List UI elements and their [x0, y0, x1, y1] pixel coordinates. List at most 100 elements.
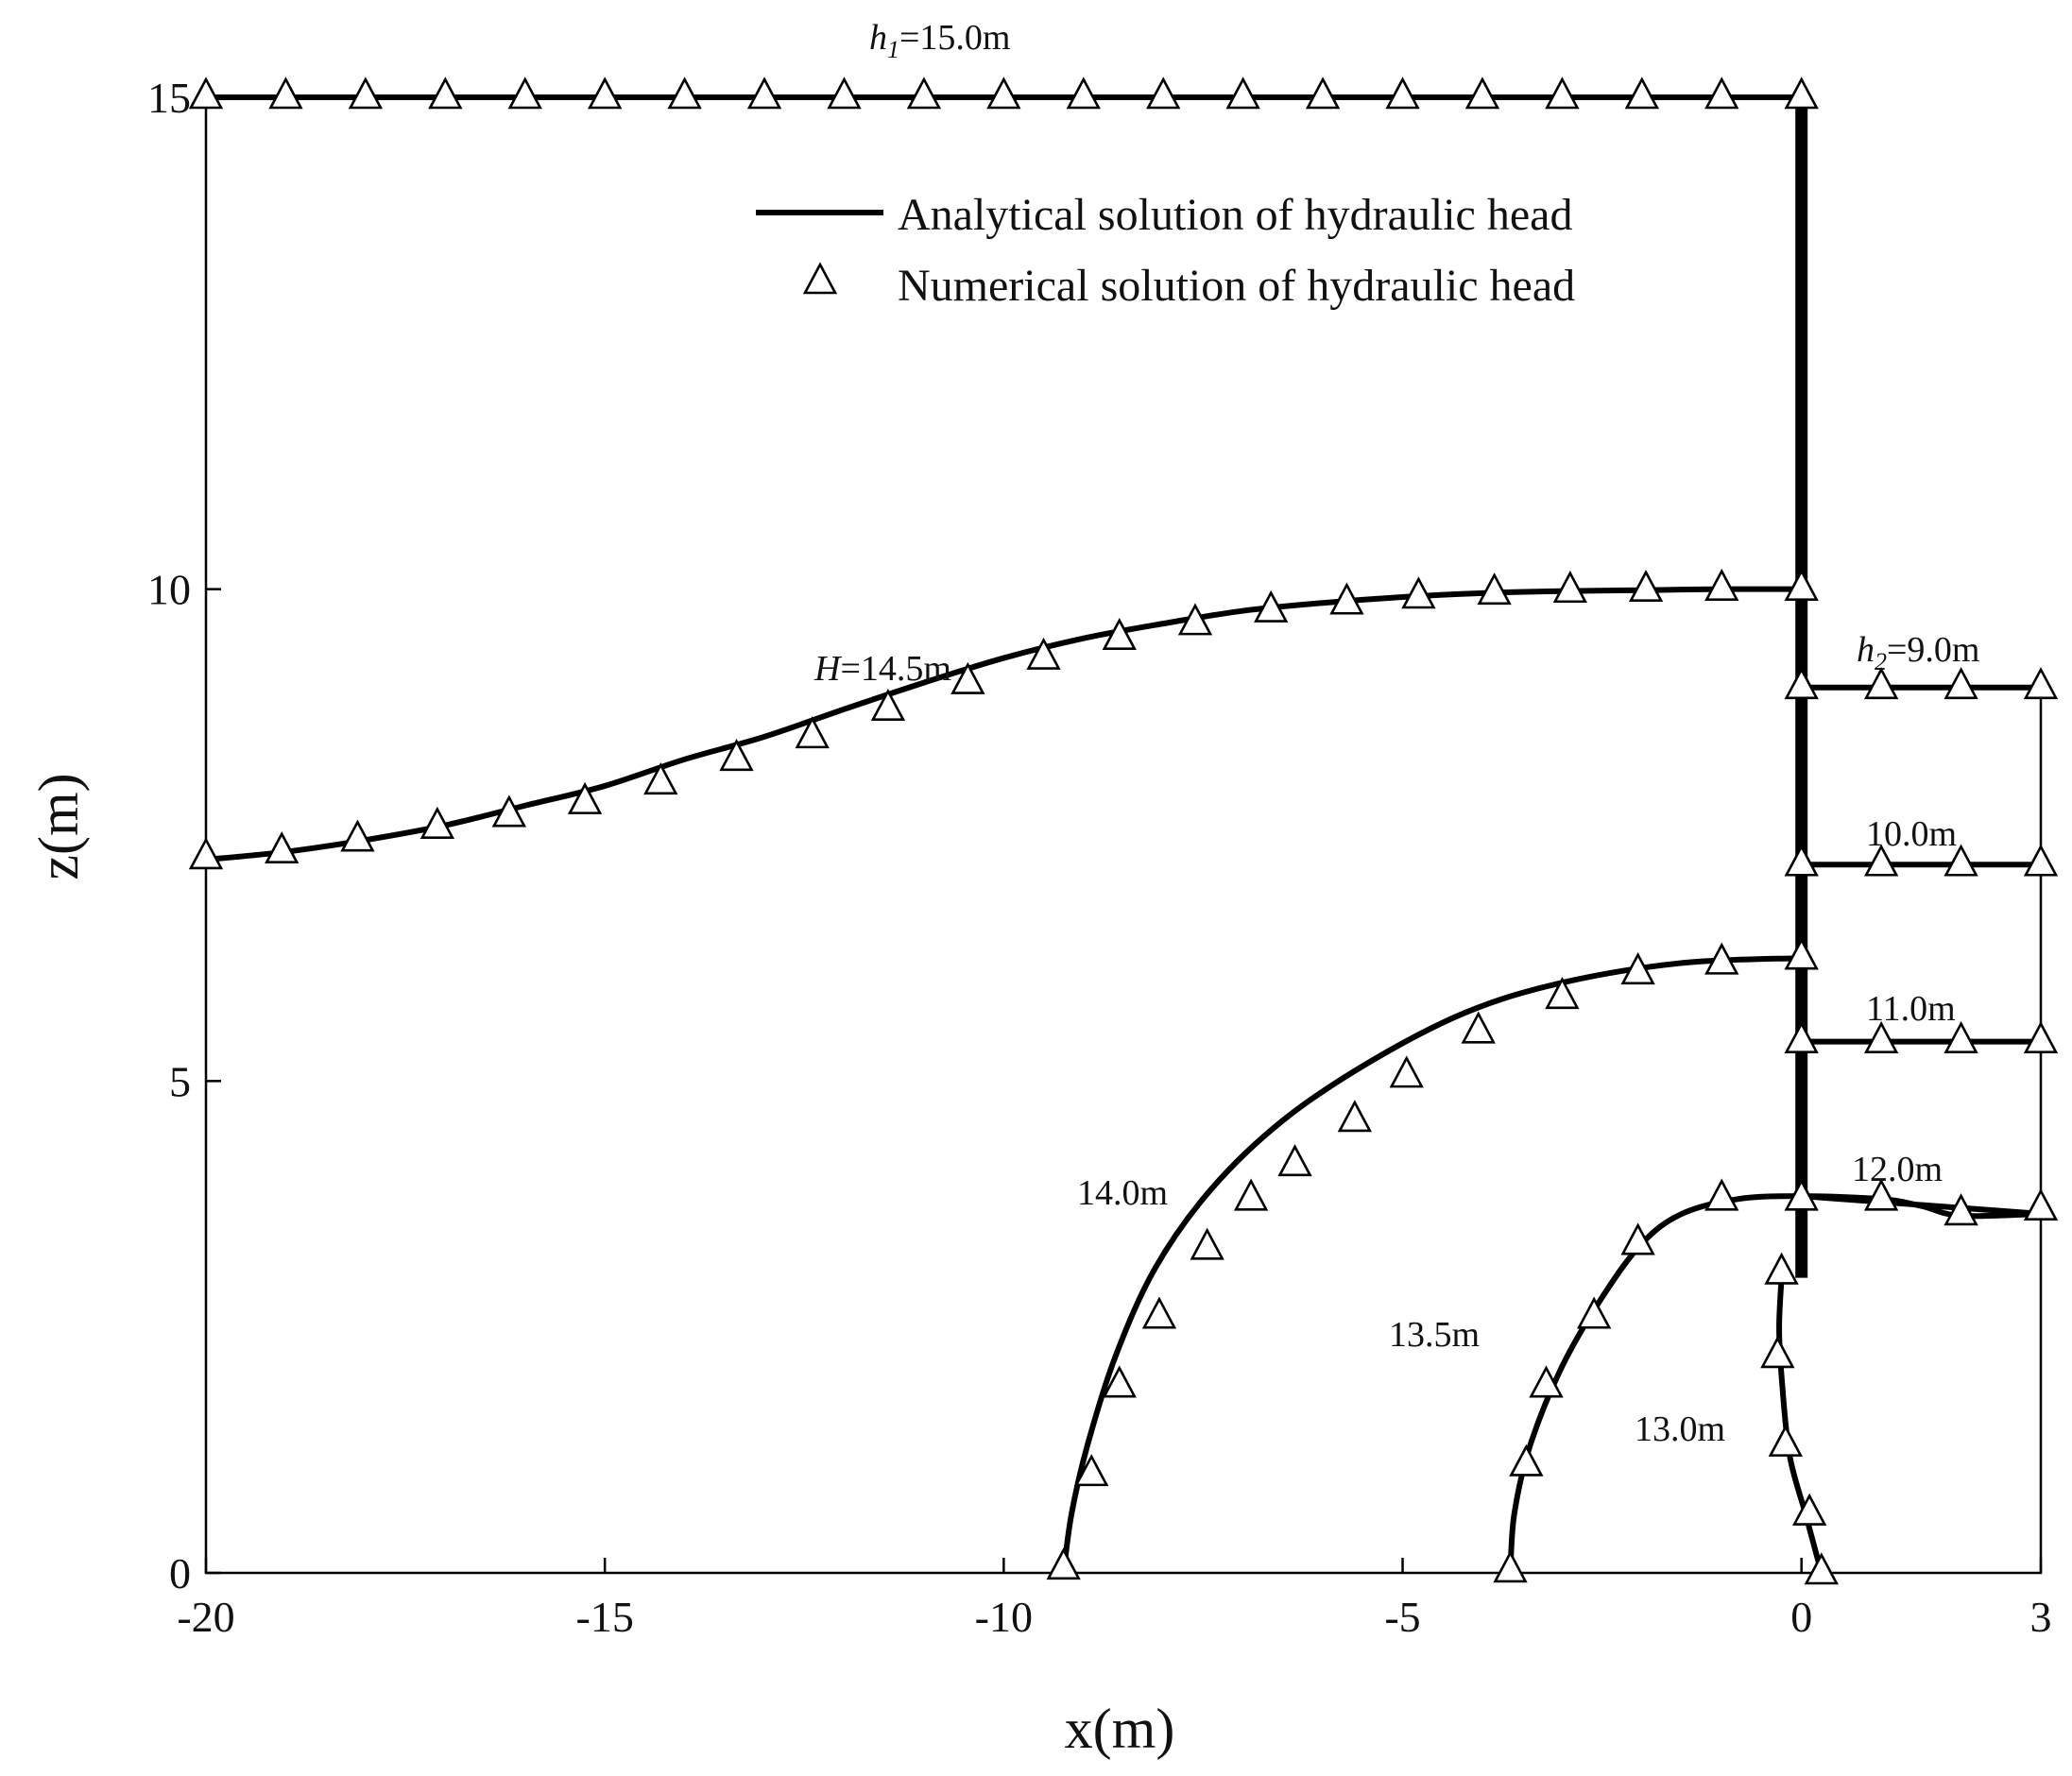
numerical-marker-14.0	[1277, 1144, 1312, 1177]
numerical-marker-9.0	[1863, 667, 1899, 700]
numerical-marker-15.0	[827, 77, 862, 110]
numerical-marker-14.5	[420, 806, 455, 839]
numerical-marker-14.5	[1177, 603, 1213, 636]
numerical-marker-13.5	[1576, 1296, 1612, 1329]
numerical-marker-13.0	[1804, 1552, 1839, 1585]
numerical-marker-13.5	[1704, 1178, 1739, 1211]
contour-label-13.5: 13.5m	[1389, 1315, 1480, 1355]
numerical-marker-15.0	[1146, 77, 1181, 110]
contour-line-13.5	[1507, 1193, 2044, 1576]
numerical-marker-9.0	[1944, 667, 1978, 700]
y-tick-label: 5	[169, 1057, 191, 1105]
contour-label-11.0: 11.0m	[1866, 989, 1956, 1029]
numerical-marker-11.0	[1863, 1020, 1899, 1053]
numerical-marker-14.0	[1233, 1178, 1269, 1211]
numerical-marker-14.5	[340, 819, 375, 852]
frame-lines	[204, 97, 2043, 1575]
numerical-marker-10.0	[1784, 844, 1819, 877]
numerical-marker-15.0	[588, 77, 623, 110]
y-tick-label: 15	[147, 74, 191, 122]
x-tick-label: 3	[2030, 1593, 2052, 1641]
y-tick-label: 10	[147, 566, 191, 614]
contour-label-12.0: 12.0m	[1852, 1150, 1943, 1189]
numerical-marker-14.0	[1704, 942, 1739, 975]
numerical-marker-14.0	[1784, 937, 1819, 970]
numerical-marker-14.5	[1254, 589, 1289, 623]
contour-label-14.5: H=14.5m	[813, 649, 951, 689]
numerical-marker-9.0	[2023, 667, 2059, 700]
numerical-marker-14.5	[1628, 569, 1664, 603]
numerical-marker-15.0	[1225, 77, 1260, 110]
numerical-marker-14.5	[719, 739, 754, 772]
numerical-marker-14.0	[1046, 1547, 1081, 1580]
numerical-marker-10.0	[1944, 844, 1978, 877]
numerical-markers	[188, 77, 2059, 1585]
numerical-marker-14.5	[188, 837, 224, 870]
numerical-marker-14.0	[1545, 977, 1580, 1010]
contour-lines	[203, 94, 2044, 1576]
numerical-marker-15.0	[1704, 77, 1739, 110]
numerical-marker-15.0	[507, 77, 542, 110]
numerical-marker-14.0	[1141, 1296, 1177, 1329]
contour-line-14.0	[1060, 955, 1805, 1576]
numerical-marker-13.5	[1620, 1222, 1655, 1255]
numerical-marker-15.0	[1066, 77, 1101, 110]
numerical-marker-10.0	[2023, 844, 2059, 877]
numerical-marker-14.0	[1102, 1365, 1137, 1398]
axes: -20 -15 -10 -5 0 3 0 5 10 15	[147, 74, 2052, 1641]
numerical-marker-14.0	[1461, 1011, 1496, 1044]
numerical-marker-15.0	[1784, 77, 1819, 110]
numerical-marker-13.5	[1529, 1365, 1564, 1398]
x-tick-label: -15	[576, 1593, 634, 1641]
y-axis-title: z(m)	[27, 773, 90, 879]
numerical-marker-15.0	[906, 77, 942, 110]
numerical-marker-14.5	[1102, 617, 1137, 651]
numerical-marker-14.5	[795, 716, 830, 749]
contour-labels: h1=15.0m H=14.5m 14.0m 13.5m 13.0m 12.0m 11.0m…	[813, 18, 1980, 1449]
legend-label-numerical: Numerical solution of hydraulic head	[898, 261, 1575, 311]
numerical-marker-14.5	[643, 762, 678, 795]
numerical-marker-11.0	[2023, 1020, 2059, 1053]
legend-marker-sample	[802, 262, 838, 295]
x-tick-label: -20	[177, 1593, 234, 1641]
numerical-marker-13.0	[1791, 1493, 1827, 1526]
numerical-marker-15.0	[1624, 77, 1659, 110]
x-tick-label: -5	[1384, 1593, 1420, 1641]
numerical-marker-13.5	[2023, 1187, 2059, 1221]
numerical-marker-15.0	[1545, 77, 1580, 110]
numerical-marker-14.5	[265, 830, 300, 864]
numerical-marker-14.5	[950, 661, 985, 694]
numerical-marker-14.5	[567, 781, 603, 814]
numerical-marker-14.0	[1620, 952, 1655, 985]
numerical-marker-9.0	[1784, 667, 1819, 700]
numerical-marker-14.0	[1074, 1454, 1109, 1487]
x-axis-title: x(m)	[1065, 1698, 1175, 1760]
numerical-marker-14.5	[1784, 568, 1819, 601]
numerical-marker-13.5	[1784, 1178, 1819, 1211]
numerical-marker-14.0	[1337, 1100, 1373, 1133]
numerical-marker-15.0	[348, 77, 384, 110]
numerical-marker-13.0	[1764, 1252, 1799, 1285]
numerical-marker-14.5	[491, 794, 527, 828]
numerical-marker-15.0	[1305, 77, 1341, 110]
numerical-marker-15.0	[667, 77, 702, 110]
contour-line-14.5	[203, 586, 1805, 863]
numerical-marker-14.5	[1026, 637, 1061, 670]
contour-label-14.0: 14.0m	[1077, 1173, 1168, 1213]
contour-label-10.0: 10.0m	[1866, 814, 1957, 854]
x-tick-label: -10	[975, 1593, 1033, 1641]
x-tick-label: 0	[1790, 1593, 1812, 1641]
numerical-marker-11.0	[1944, 1020, 1978, 1053]
numerical-marker-13.5	[1863, 1178, 1899, 1211]
plot-frame	[204, 97, 2043, 1575]
legend-label-analytical: Analytical solution of hydraulic head	[898, 190, 1572, 240]
numerical-marker-14.5	[1704, 568, 1739, 601]
contour-label-13.0: 13.0m	[1635, 1409, 1725, 1449]
numerical-marker-14.5	[1477, 572, 1512, 606]
numerical-marker-15.0	[1464, 77, 1500, 110]
numerical-marker-14.5	[1401, 576, 1436, 609]
numerical-marker-11.0	[1784, 1020, 1819, 1053]
numerical-marker-14.0	[1389, 1055, 1424, 1088]
numerical-marker-14.5	[1552, 570, 1588, 604]
